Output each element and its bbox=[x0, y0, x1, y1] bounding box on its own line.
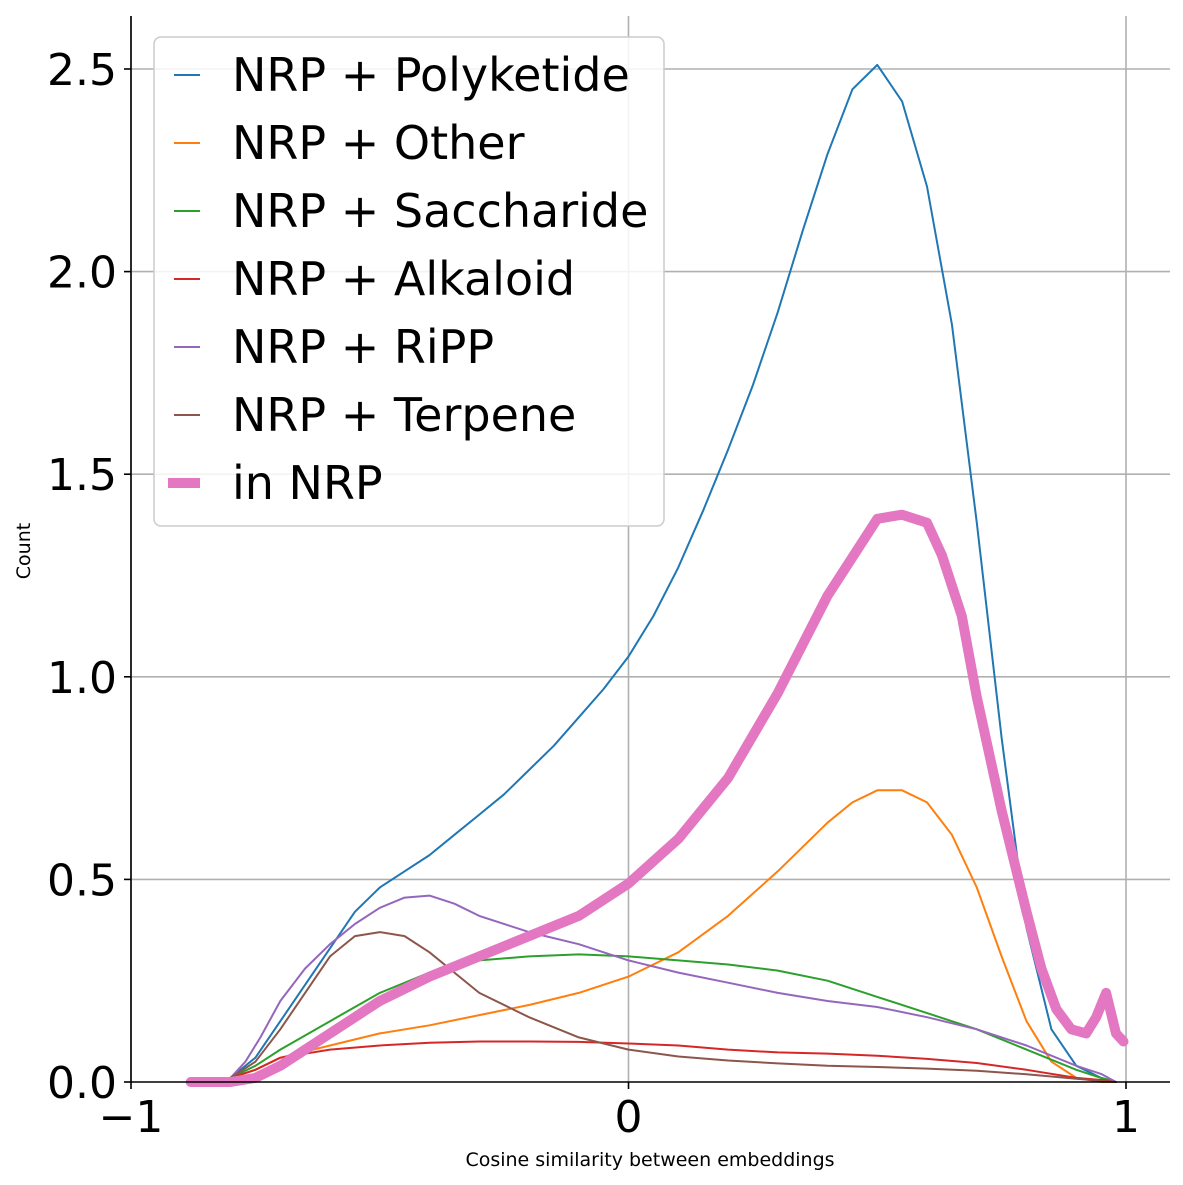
y-tick-label: 0.5 bbox=[47, 855, 117, 906]
series-line-2 bbox=[189, 789, 1117, 1083]
x-tick-label: −1 bbox=[99, 1092, 164, 1143]
legend-frame bbox=[153, 36, 665, 527]
x-tick-label: 0 bbox=[615, 1092, 643, 1143]
series-line-4 bbox=[189, 1040, 1117, 1083]
y-axis-label: Count bbox=[13, 523, 35, 579]
y-tick-label: 0.0 bbox=[47, 1058, 117, 1109]
x-axis-label: Cosine similarity between embeddings bbox=[465, 1149, 834, 1171]
series-line-7 bbox=[185, 509, 1129, 1087]
series-lines bbox=[185, 63, 1129, 1087]
legend-label-1: NRP + Polyketide bbox=[232, 48, 630, 102]
series-line-3 bbox=[189, 953, 1117, 1083]
legend-label-4: NRP + Alkaloid bbox=[232, 252, 575, 306]
y-tick-label: 2.0 bbox=[47, 248, 117, 299]
legend-label-3: NRP + Saccharide bbox=[232, 184, 648, 238]
y-tick-label: 1.0 bbox=[47, 653, 117, 704]
legend-label-7: in NRP bbox=[232, 456, 383, 510]
legend-label-2: NRP + Other bbox=[232, 116, 525, 170]
y-tick-label: 1.5 bbox=[47, 450, 117, 501]
legend-label-5: NRP + RiPP bbox=[232, 320, 494, 374]
ticks: −1 0 1 0.0 0.5 1.0 1.5 2.0 2.5 bbox=[47, 45, 1140, 1143]
y-tick-label: 2.5 bbox=[47, 45, 117, 96]
legend: NRP + Polyketide NRP + Other NRP + Sacchar… bbox=[153, 36, 665, 527]
x-tick-label: 1 bbox=[1112, 1092, 1140, 1143]
series-line-6 bbox=[189, 931, 1117, 1083]
legend-label-6: NRP + Terpene bbox=[232, 388, 576, 442]
axes bbox=[130, 16, 1170, 1083]
series-line-1 bbox=[189, 63, 1117, 1083]
